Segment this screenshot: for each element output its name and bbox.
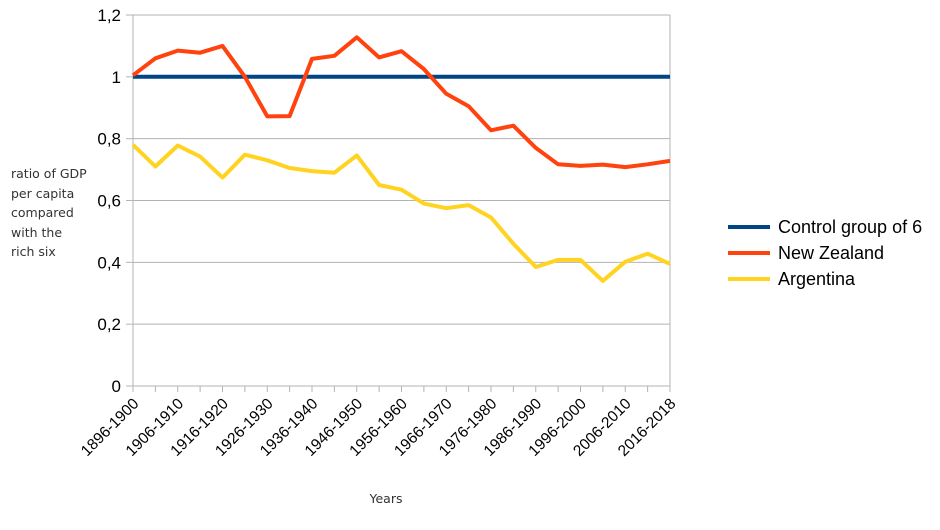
legend-item-control-group: Control group of 6 xyxy=(728,214,922,240)
legend-item-argentina: Argentina xyxy=(728,266,922,292)
series-line-argentina xyxy=(131,143,671,283)
x-axis-label: Years xyxy=(369,491,403,506)
legend-swatch xyxy=(728,251,770,255)
y-tick-label: 0,4 xyxy=(97,253,121,272)
y-tick-label: 0,2 xyxy=(97,315,121,334)
y-axis-label-line: with the xyxy=(11,224,63,240)
legend-item-new-zealand: New Zealand xyxy=(728,240,922,266)
y-axis-label-line: compared xyxy=(11,205,74,220)
legend-swatch xyxy=(728,277,770,281)
y-tick-label: 0,6 xyxy=(97,192,121,211)
y-tick-label: 1,2 xyxy=(97,6,121,25)
y-tick-label: 0,8 xyxy=(97,130,121,149)
legend-label: Argentina xyxy=(778,268,856,289)
legend-swatch xyxy=(728,225,770,229)
legend-label: Control group of 6 xyxy=(778,216,923,237)
y-axis-label-line: rich six xyxy=(11,244,56,259)
y-axis-label-line: per capita xyxy=(11,185,75,201)
legend: Control group of 6 New Zealand Argentina xyxy=(728,214,922,292)
y-axis-label-line: ratio of GDP xyxy=(11,166,87,181)
y-tick-label: 1 xyxy=(112,68,121,87)
y-tick-label: 0 xyxy=(112,377,121,396)
y-axis-label: ratio of GDP per capita compared with th… xyxy=(11,164,111,262)
legend-label: New Zealand xyxy=(778,242,885,263)
series-line-new-zealand xyxy=(131,35,671,170)
